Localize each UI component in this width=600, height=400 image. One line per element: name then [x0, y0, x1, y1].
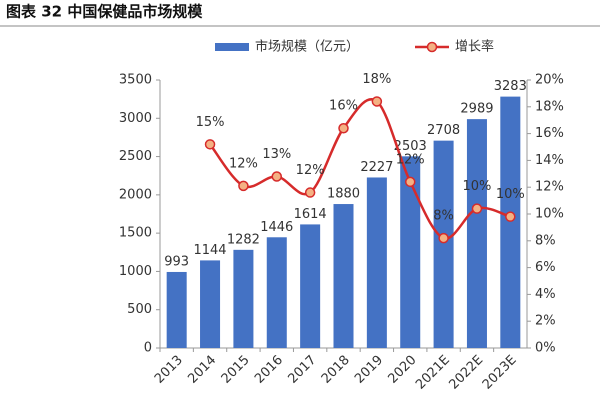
y-tick-label: 2500	[119, 149, 152, 164]
growth-value-label: 18%	[362, 72, 391, 87]
x-tick-label: 2016	[252, 353, 286, 387]
growth-line	[209, 98, 511, 240]
legend-swatch	[426, 41, 438, 53]
growth-value-label: 13%	[262, 147, 291, 162]
growth-value-label: 10%	[496, 187, 525, 202]
bar-value-label: 1880	[327, 187, 360, 202]
growth-marker	[404, 176, 416, 188]
y-tick-label: 0	[144, 341, 152, 356]
growth-value-label: 10%	[463, 179, 492, 194]
bar	[433, 140, 454, 348]
growth-value-label: 8%	[433, 209, 454, 224]
legend-label: 市场规模（亿元）	[255, 39, 359, 55]
y2-tick-label: 0%	[535, 341, 556, 356]
legend-swatch	[215, 43, 249, 51]
y2-tick-label: 14%	[535, 153, 564, 168]
y2-tick-label: 6%	[535, 260, 556, 275]
x-tick-label: 2021E	[413, 353, 453, 393]
x-tick-label: 2014	[185, 353, 219, 387]
y-tick-label: 3000	[119, 111, 152, 126]
growth-marker	[238, 180, 249, 192]
y-tick-label: 1500	[119, 226, 152, 241]
bar	[266, 237, 287, 348]
y2-tick-label: 16%	[535, 126, 564, 141]
x-tick-label: 2023E	[480, 353, 520, 393]
bar-value-label: 1282	[227, 232, 260, 247]
bar	[400, 156, 421, 348]
x-tick-label: 2018	[319, 353, 353, 387]
bar	[366, 177, 387, 348]
bar-value-label: 2708	[427, 123, 460, 138]
bar-value-label: 1144	[193, 243, 226, 258]
x-tick-label: 2015	[219, 353, 253, 387]
y-tick-label: 500	[127, 302, 152, 317]
y2-tick-label: 8%	[535, 233, 556, 248]
growth-value-label: 16%	[329, 99, 358, 114]
bar-value-label: 2227	[360, 160, 393, 175]
bar	[200, 260, 221, 348]
bar	[466, 119, 487, 349]
growth-marker	[204, 139, 216, 150]
y2-tick-label: 4%	[535, 287, 556, 302]
bar	[233, 249, 254, 348]
y-tick-label: 3500	[119, 73, 152, 88]
growth-marker	[438, 232, 449, 244]
growth-value-label: 15%	[196, 115, 225, 130]
y-tick-label: 1000	[119, 264, 152, 279]
y2-tick-label: 18%	[535, 99, 564, 114]
growth-value-label: 12%	[296, 163, 325, 178]
growth-marker	[371, 96, 383, 107]
growth-value-label: 12%	[229, 156, 258, 171]
y2-tick-label: 10%	[535, 207, 564, 222]
x-tick-label: 2013	[152, 353, 186, 387]
growth-marker	[505, 211, 516, 222]
growth-marker	[271, 171, 283, 182]
bar-value-label: 3283	[494, 79, 527, 94]
growth-marker	[471, 203, 483, 214]
x-tick-label: 2019	[352, 353, 386, 387]
x-tick-label: 2017	[285, 353, 319, 387]
y2-tick-label: 20%	[535, 73, 564, 88]
bar-value-label: 1614	[294, 207, 327, 222]
y2-tick-label: 2%	[535, 314, 556, 329]
bar	[300, 224, 321, 348]
growth-marker	[304, 187, 316, 198]
y2-tick-label: 12%	[535, 180, 564, 195]
bar	[500, 96, 521, 348]
bar-value-label: 1446	[260, 220, 293, 235]
chart-title: 图表 32 中国保健品市场规模	[6, 3, 203, 21]
legend-label: 增长率	[455, 39, 494, 55]
growth-value-label: 12%	[396, 152, 425, 167]
bar	[166, 271, 187, 348]
bar-value-label: 2989	[460, 102, 493, 117]
bar-value-label: 2503	[394, 139, 427, 154]
growth-marker	[338, 122, 349, 134]
y-tick-label: 2000	[119, 187, 152, 202]
bar	[333, 204, 354, 348]
x-tick-label: 2022E	[446, 353, 486, 393]
bar-value-label: 993	[164, 254, 189, 269]
